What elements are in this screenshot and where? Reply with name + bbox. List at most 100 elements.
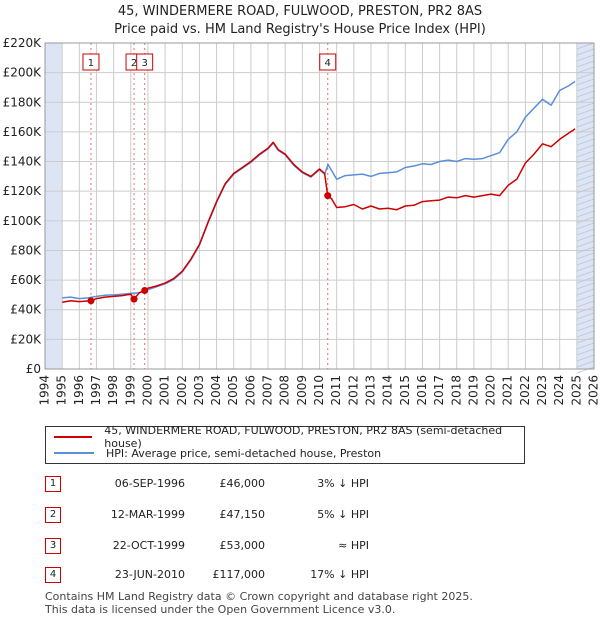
sale-label-box [82,53,100,71]
x-tick-label: 2000 [140,375,154,406]
x-tick-label: 2008 [278,375,292,406]
x-tick-label: 2006 [243,375,257,406]
hatch-line [576,348,595,356]
hatch-line [576,108,595,116]
x-tick-label: 2019 [466,375,480,406]
x-tick-label: 2012 [346,375,360,406]
hatch-line [576,342,595,350]
x-tick-label: 2024 [552,375,566,406]
sale-number-badge: 3 [45,538,61,554]
y-tick-label: £160K [3,125,43,139]
sale-hpi-diff: ≈ HPI [338,539,369,552]
x-tick-label: 1994 [38,375,52,406]
hatch-line [576,84,595,92]
hatch-line [576,66,595,74]
hatch-line [576,132,595,140]
hatch-line [576,126,595,134]
hatch-line [576,114,595,122]
y-tick-label: £100K [3,214,43,228]
sale-price: £117,000 [212,568,266,581]
legend-label-property: 45, WINDERMERE ROAD, FULWOOD, PRESTON, P… [104,424,503,450]
hatch-line [576,288,595,296]
legend-item-property: 45, WINDERMERE ROAD, FULWOOD, PRESTON, P… [54,424,524,450]
x-tick-label: 2011 [329,375,343,406]
x-tick-label: 2010 [312,375,326,406]
hatch-line [576,240,595,248]
hatch-line [576,138,595,146]
sale-label-number: 2 [131,58,137,69]
hatch-line [576,60,595,68]
y-tick-label: £0 [26,362,41,376]
x-tick-label: 2004 [209,375,223,406]
hatch-line [576,120,595,128]
hatch-line [576,180,595,188]
sale-label-box [319,53,337,71]
hatch-line [576,324,595,332]
price-chart: £0 £20K £40K £60K £80K £100K £120K £140K £160K £1… [3,36,600,406]
hatch-line [576,228,595,236]
hatch-line [576,210,595,218]
hatch-line [576,42,595,50]
y-tick-label: £140K [3,155,43,169]
hatch-line [576,294,595,302]
hatch-line [576,306,595,314]
chart-subtitle: Price paid vs. HM Land Registry's House … [114,22,486,37]
hatch-line [576,270,595,278]
hatch-line [576,282,595,290]
plot-frame [44,42,595,370]
hatch-line [576,258,595,266]
legend-label-hpi: HPI: Average price, semi-detached house,… [106,446,382,460]
x-tick-label: 2013 [363,375,377,406]
sale-date: 22-OCT-1999 [112,539,185,552]
hatch-line [576,366,595,374]
hatch-line [576,168,595,176]
hatch-line [576,330,595,338]
hatch-line [576,312,595,320]
x-tick-label: 2020 [484,375,498,406]
hatch-line [576,204,595,212]
x-tick-label: 2026 [587,375,600,406]
sale-number-badge: 4 [45,567,61,583]
x-tick-label: 2023 [535,375,549,406]
hatch-line [576,72,595,80]
hatch-line [576,234,595,242]
footer-copyright: Contains HM Land Registry data © Crown c… [45,590,473,603]
hatch-line [576,198,595,206]
series-line [62,80,576,300]
hatch-line [576,192,595,200]
hatch-line [576,354,595,362]
sale-hpi-diff: 3% ↓ HPI [317,477,369,490]
x-tick-label: 2015 [398,375,412,406]
legend: 45, WINDERMERE ROAD, FULWOOD, PRESTON, P… [45,424,525,464]
hatch-line [576,102,595,110]
x-tick-label: 2016 [415,375,429,406]
hatch-line [576,174,595,182]
x-tick-label: 2018 [449,375,463,406]
x-tick-label: 1997 [89,375,103,406]
sale-price: £46,000 [219,477,266,490]
sale-point [141,286,149,294]
sale-number-badge: 1 [45,476,61,492]
y-tick-label: £80K [10,243,42,257]
sale-point [130,295,138,303]
x-tick-label: 2014 [381,375,395,406]
legend-swatch-hpi [54,452,94,454]
hatch-line [576,48,595,56]
sale-price: £47,150 [219,508,266,521]
x-tick-label: 1995 [55,375,69,406]
chart-title: 45, WINDERMERE ROAD, FULWOOD, PRESTON, P… [117,4,483,19]
sale-date: 06-SEP-1996 [114,477,185,490]
sale-label-number: 3 [141,58,147,69]
x-tick-label: 2022 [518,375,532,406]
y-tick-label: £40K [10,303,42,317]
hatch-line [576,78,595,86]
sale-point [87,297,95,305]
footer-licence: This data is licensed under the Open Gov… [45,603,396,616]
hatch-line [576,156,595,164]
hatch-line [576,276,595,284]
x-tick-label: 1996 [72,375,86,406]
hatch-line [576,300,595,308]
sale-point [324,192,332,200]
sale-label-box [136,53,154,71]
hatch-line [576,264,595,272]
